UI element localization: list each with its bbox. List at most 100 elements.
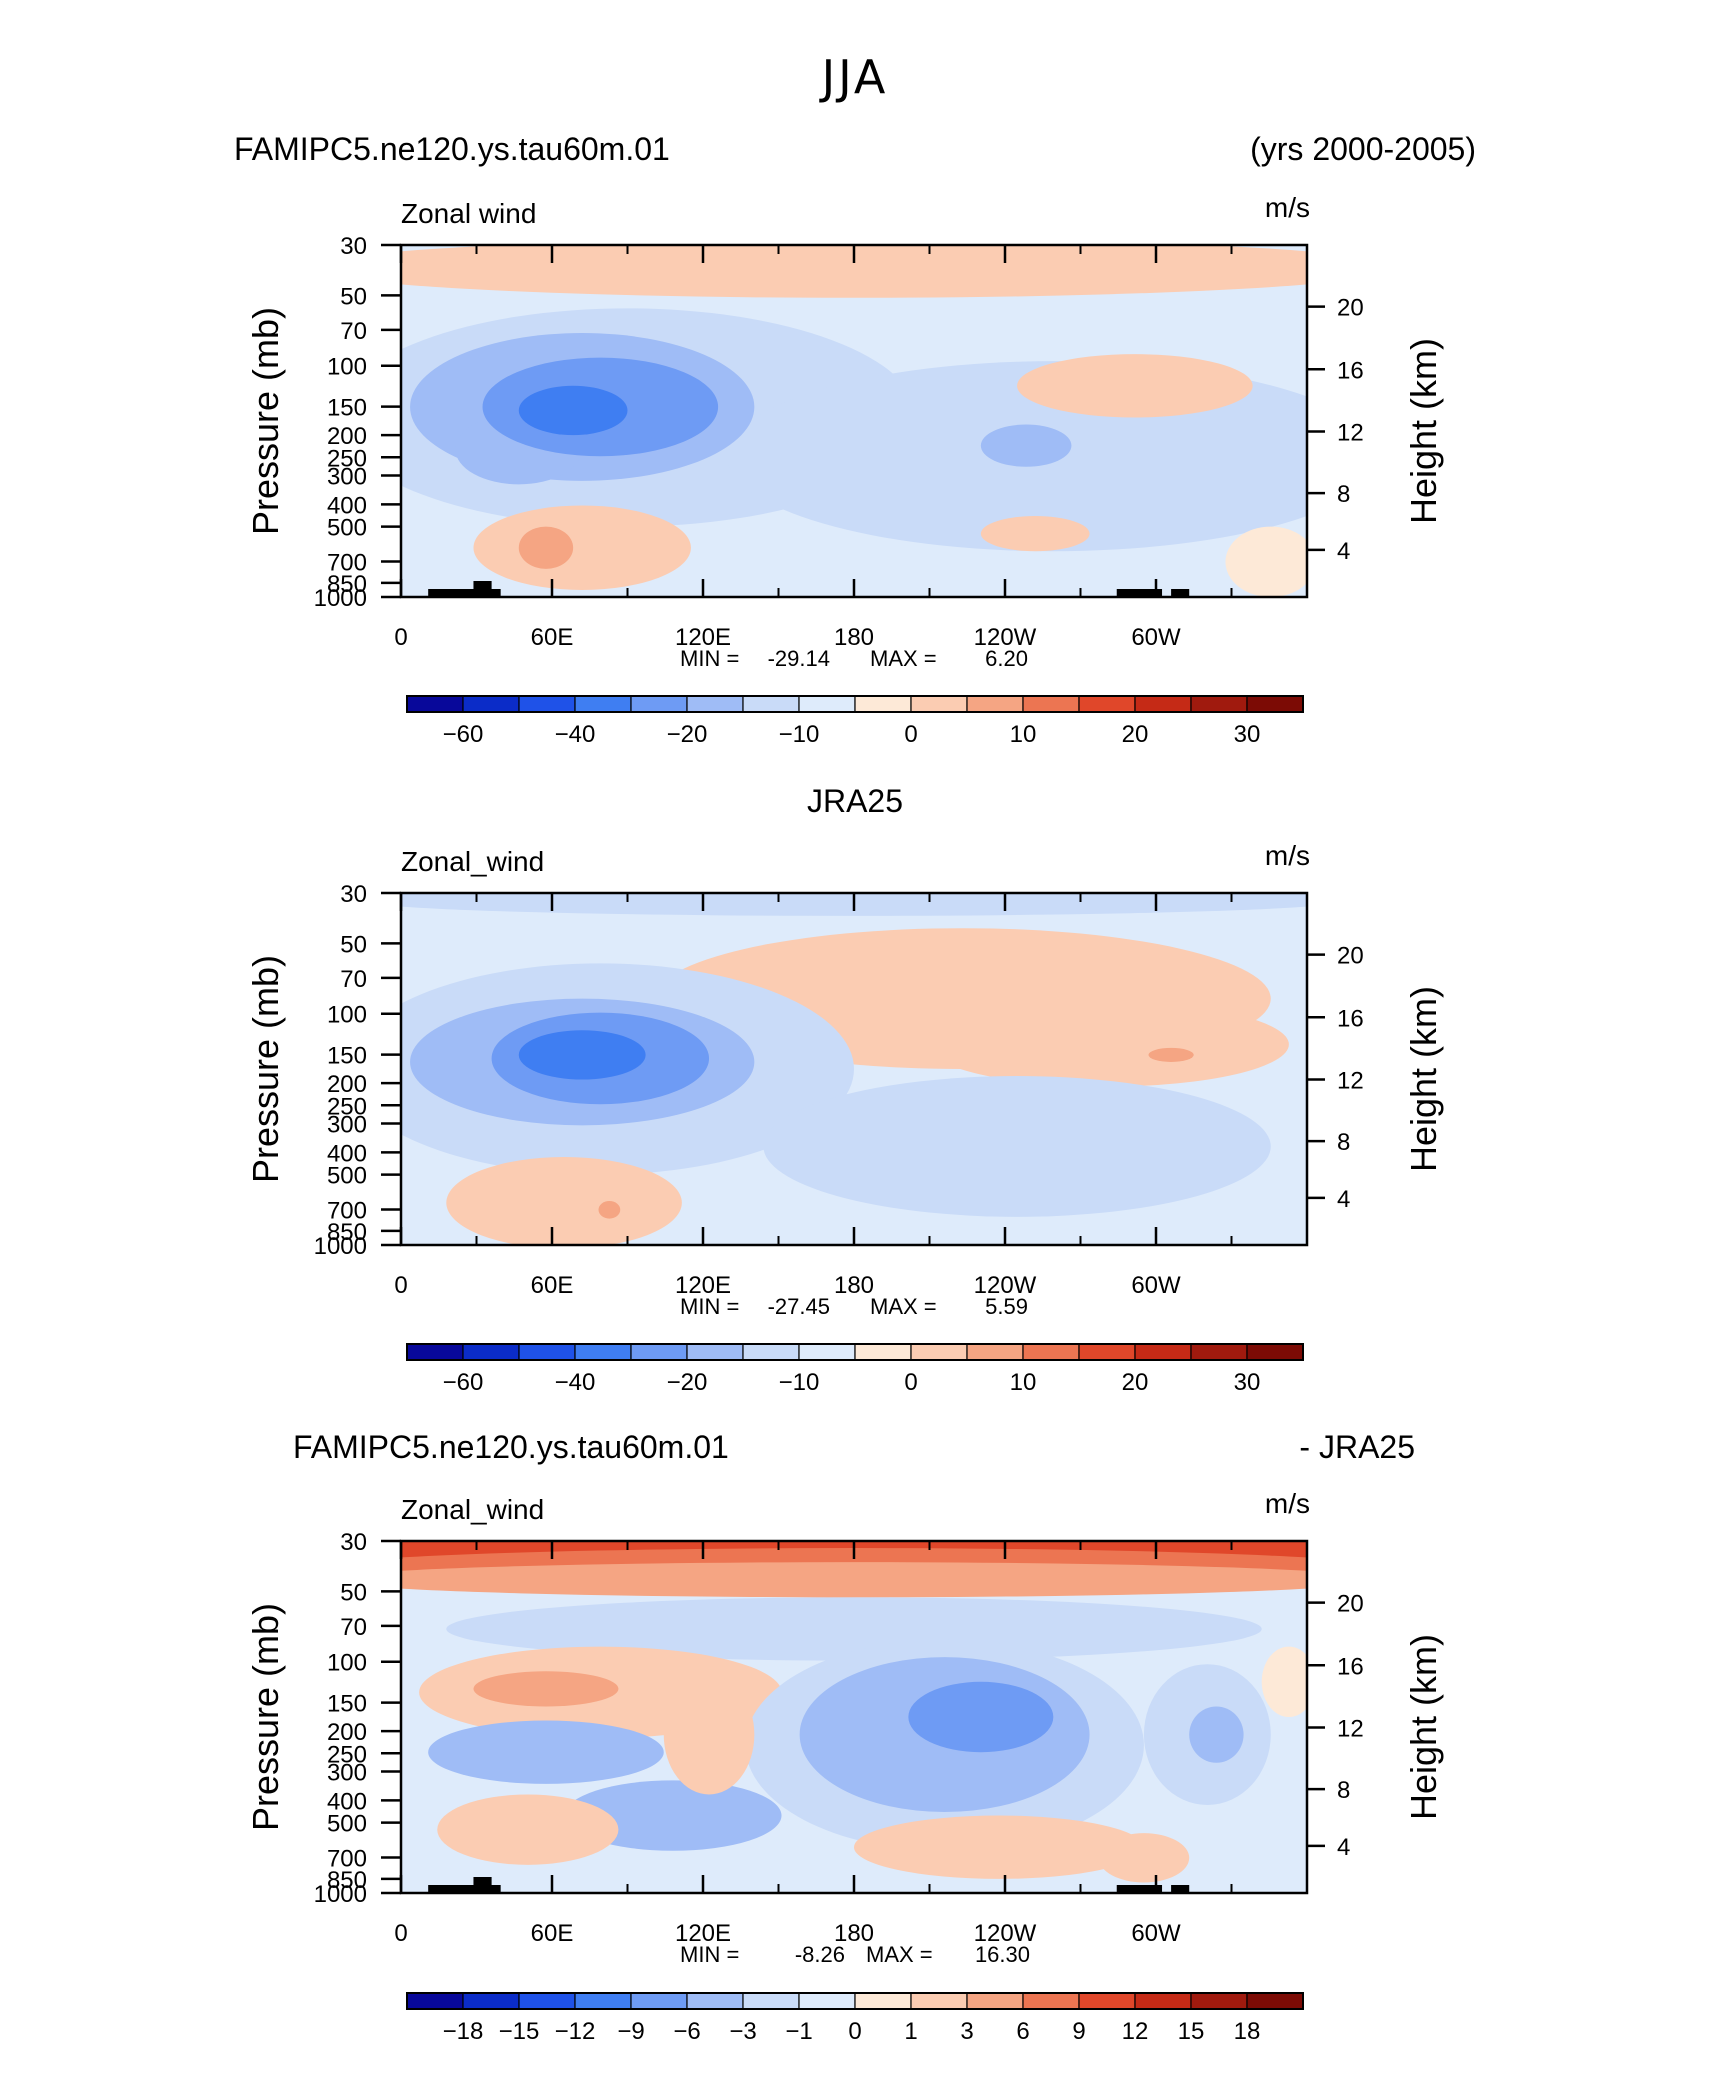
y-tick-label: 300 bbox=[327, 1760, 367, 1787]
colorbar-swatch bbox=[686, 1992, 744, 2010]
colorbar-label: −1 bbox=[785, 2018, 812, 2045]
colorbar-swatch bbox=[966, 1992, 1024, 2010]
y-tick-label: 50 bbox=[340, 283, 367, 310]
topography-mask bbox=[428, 1885, 501, 1893]
colorbar-swatch bbox=[630, 695, 688, 713]
colorbar-label: 0 bbox=[848, 2018, 861, 2045]
plot-area bbox=[401, 893, 1307, 1245]
colorbar-swatch bbox=[406, 695, 464, 713]
x-tick-label: 180 bbox=[834, 624, 874, 651]
colorbar-label: 18 bbox=[1234, 2018, 1261, 2045]
height-axis-label: Height (km) bbox=[1403, 338, 1444, 524]
x-tick-label: 120E bbox=[675, 1272, 731, 1299]
contour-region bbox=[854, 1815, 1144, 1879]
x-tick-label: 180 bbox=[834, 1920, 874, 1947]
x-tick-label: 120E bbox=[675, 1920, 731, 1947]
contour-region bbox=[518, 526, 574, 569]
panel-title-right: - JRA25 bbox=[1299, 1429, 1415, 1465]
contour-region bbox=[428, 1720, 664, 1784]
y-tick-label: 1000 bbox=[314, 1881, 367, 1908]
height-axis-label: Height (km) bbox=[1403, 1634, 1444, 1820]
colorbar-label: −40 bbox=[555, 721, 596, 748]
y-tick-label: 400 bbox=[327, 1788, 367, 1815]
height-tick-label: 8 bbox=[1337, 1129, 1350, 1156]
min-value: -27.45 bbox=[768, 1294, 830, 1319]
colorbar-swatch bbox=[630, 1343, 688, 1361]
height-tick-label: 16 bbox=[1337, 357, 1364, 384]
colorbar-swatch bbox=[574, 695, 632, 713]
contour-region bbox=[518, 385, 628, 436]
topography-mask bbox=[473, 581, 490, 597]
colorbar-label: −10 bbox=[779, 1369, 820, 1396]
colorbar-swatch bbox=[1246, 1992, 1304, 2010]
x-tick-label: 60E bbox=[531, 1272, 574, 1299]
colorbar-swatch bbox=[1078, 695, 1136, 713]
y-tick-label: 250 bbox=[327, 1741, 367, 1768]
contour-region bbox=[908, 1681, 1054, 1753]
colorbar-swatch bbox=[798, 695, 856, 713]
y-axis-label: Pressure (mb) bbox=[245, 1603, 286, 1831]
y-tick-label: 200 bbox=[327, 423, 367, 450]
chart-panel-1: FAMIPC5.ne120.ys.tau60m.01 (yrs 2000-2005… bbox=[234, 131, 1476, 748]
y-tick-label: 200 bbox=[327, 1071, 367, 1098]
colorbar-swatch bbox=[462, 695, 520, 713]
colorbar-swatch bbox=[518, 695, 576, 713]
colorbar-swatch bbox=[406, 1343, 464, 1361]
y-tick-label: 70 bbox=[340, 1614, 367, 1641]
min-label: MIN = bbox=[680, 1294, 739, 1319]
height-tick-label: 8 bbox=[1337, 1777, 1350, 1804]
x-tick-label: 60W bbox=[1131, 624, 1181, 651]
colorbar-label: −20 bbox=[667, 721, 708, 748]
colorbar-label: −18 bbox=[443, 2018, 484, 2045]
colorbar-swatch bbox=[518, 1343, 576, 1361]
max-label: MAX = bbox=[866, 1942, 933, 1967]
x-tick-label: 180 bbox=[834, 1272, 874, 1299]
x-tick-label: 120E bbox=[675, 624, 731, 651]
y-tick-label: 700 bbox=[327, 1197, 367, 1224]
colorbar-label: 10 bbox=[1010, 1369, 1037, 1396]
x-tick-label: 120W bbox=[974, 1272, 1037, 1299]
y-tick-label: 400 bbox=[327, 492, 367, 519]
y-axis-label: Pressure (mb) bbox=[245, 955, 286, 1183]
colorbar-label: 1 bbox=[904, 2018, 917, 2045]
chart-panel-2: JRA25 Zonal_wind m/s 0 60E 120E 180 120W 60W 30 50… bbox=[245, 783, 1444, 1396]
colorbar-label: 12 bbox=[1122, 2018, 1149, 2045]
colorbar-swatch bbox=[686, 1343, 744, 1361]
contour-region bbox=[926, 1002, 1289, 1087]
plot-area bbox=[401, 245, 1307, 597]
colorbar-swatch bbox=[1134, 1992, 1192, 2010]
max-value: 16.30 bbox=[975, 1942, 1030, 1967]
colorbar-swatch bbox=[1246, 1343, 1304, 1361]
colorbar-frame bbox=[406, 1343, 1304, 1361]
variable-label: Zonal wind bbox=[401, 198, 536, 229]
plot-area bbox=[401, 1541, 1307, 1893]
units-label: m/s bbox=[1265, 1488, 1310, 1519]
colorbar-swatch bbox=[1190, 1343, 1248, 1361]
panel-title-left: FAMIPC5.ne120.ys.tau60m.01 bbox=[234, 131, 670, 167]
topography-mask bbox=[1116, 1885, 1163, 1893]
topography-mask bbox=[1171, 1885, 1190, 1893]
height-tick-label: 20 bbox=[1337, 295, 1364, 322]
colorbar-label: 20 bbox=[1122, 1369, 1149, 1396]
colorbar-swatch bbox=[574, 1343, 632, 1361]
colorbar-swatch bbox=[910, 1992, 968, 2010]
colorbar-label: −3 bbox=[729, 2018, 756, 2045]
colorbar-label: 9 bbox=[1072, 2018, 1085, 2045]
contour-region bbox=[663, 1674, 755, 1795]
x-tick-label: 60W bbox=[1131, 1920, 1181, 1947]
height-tick-label: 8 bbox=[1337, 481, 1350, 508]
y-tick-label: 30 bbox=[340, 1529, 367, 1556]
colorbar-swatch bbox=[798, 1992, 856, 2010]
y-tick-label: 850 bbox=[327, 571, 367, 598]
colorbar-swatch bbox=[1190, 695, 1248, 713]
contour-region bbox=[980, 424, 1072, 467]
colorbar-swatch bbox=[1134, 695, 1192, 713]
y-tick-label: 100 bbox=[327, 1002, 367, 1029]
contour-region bbox=[1148, 1047, 1194, 1062]
units-label: m/s bbox=[1265, 840, 1310, 871]
contour-region bbox=[1261, 1646, 1307, 1717]
y-tick-label: 500 bbox=[327, 515, 367, 542]
colorbar-label: −40 bbox=[555, 1369, 596, 1396]
colorbar-swatch bbox=[686, 695, 744, 713]
